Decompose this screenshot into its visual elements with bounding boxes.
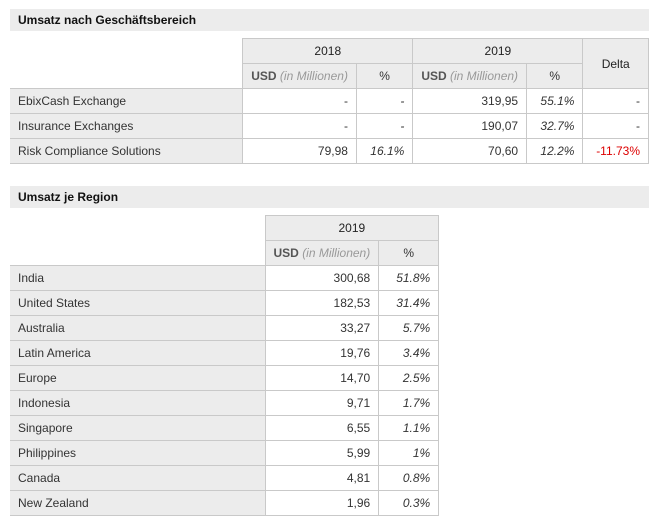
corner-blank <box>10 64 243 89</box>
row-label: Europe <box>10 365 266 391</box>
table-row: Europe 14,70 2.5% <box>10 365 440 391</box>
cell-usd-2019: 190,07 <box>412 113 528 139</box>
region-table: 2019 USD (in Millionen) % India 300,68 5… <box>10 215 440 516</box>
cell-usd-2019: 70,60 <box>412 138 528 164</box>
row-label: Philippines <box>10 440 266 466</box>
cell-pct: 51.8% <box>378 265 440 291</box>
corner-blank <box>10 241 265 266</box>
cell-pct: 0.3% <box>378 490 440 516</box>
business-title: Umsatz nach Geschäftsbereich <box>18 13 197 27</box>
cell-usd-2018: - <box>242 88 357 114</box>
table-row: Indonesia 9,71 1.7% <box>10 390 440 416</box>
business-header-units: USD (in Millionen) % USD (in Millionen) … <box>10 63 649 89</box>
corner-blank <box>10 216 265 241</box>
cell-pct: 1.7% <box>378 390 440 416</box>
subheader-usd-2019: USD (in Millionen) <box>412 63 528 89</box>
row-label: India <box>10 265 266 291</box>
cell-usd: 19,76 <box>264 340 380 366</box>
subheader-usd-2018: USD (in Millionen) <box>242 63 357 89</box>
subheader-usd-2019: USD (in Millionen) <box>264 240 380 266</box>
usd-label: USD <box>251 69 277 83</box>
table-row: Singapore 6,55 1.1% <box>10 415 440 441</box>
cell-usd: 1,96 <box>264 490 380 516</box>
cell-usd: 5,99 <box>264 440 380 466</box>
table-row: Australia 33,27 5.7% <box>10 315 440 341</box>
cell-usd-2018: - <box>242 113 357 139</box>
col-header-2018: 2018 <box>242 38 414 64</box>
cell-usd-2019: 319,95 <box>412 88 528 114</box>
table-row: Risk Compliance Solutions 79,98 16.1% 70… <box>10 138 649 164</box>
region-title-bar: Umsatz je Region <box>10 186 649 208</box>
cell-usd: 9,71 <box>264 390 380 416</box>
row-label: United States <box>10 290 266 316</box>
subheader-pct-2019: % <box>378 240 440 266</box>
col-header-2019: 2019 <box>412 38 584 64</box>
usd-unit-note: (in Millionen) <box>279 69 348 83</box>
cell-usd: 14,70 <box>264 365 380 391</box>
business-title-bar: Umsatz nach Geschäftsbereich <box>10 9 649 31</box>
cell-usd-2018: 79,98 <box>242 138 357 164</box>
cell-delta: - <box>582 113 649 139</box>
table-row: Insurance Exchanges - - 190,07 32.7% - <box>10 113 649 139</box>
cell-pct: 1.1% <box>378 415 440 441</box>
row-label: Australia <box>10 315 266 341</box>
table-row: United States 182,53 31.4% <box>10 290 440 316</box>
table-row: India 300,68 51.8% <box>10 265 440 291</box>
cell-pct: 5.7% <box>378 315 440 341</box>
cell-pct: 0.8% <box>378 465 440 491</box>
cell-usd: 4,81 <box>264 465 380 491</box>
usd-label: USD <box>273 246 299 260</box>
table-row: New Zealand 1,96 0.3% <box>10 490 440 516</box>
cell-delta-negative: -11.73% <box>582 138 649 164</box>
section-business: Umsatz nach Geschäftsbereich 2018 2019 D… <box>10 9 649 164</box>
cell-pct-2019: 32.7% <box>526 113 584 139</box>
cell-usd: 6,55 <box>264 415 380 441</box>
cell-pct: 1% <box>378 440 440 466</box>
row-label: Insurance Exchanges <box>10 113 244 139</box>
col-header-2019: 2019 <box>264 215 440 241</box>
subheader-pct-2019: % <box>526 63 584 89</box>
region-title: Umsatz je Region <box>18 190 119 204</box>
row-label: New Zealand <box>10 490 266 516</box>
cell-usd: 300,68 <box>264 265 380 291</box>
row-label: Risk Compliance Solutions <box>10 138 244 164</box>
business-header-years: 2018 2019 Delta <box>10 38 649 89</box>
cell-usd: 182,53 <box>264 290 380 316</box>
cell-pct-2019: 55.1% <box>526 88 584 114</box>
cell-pct: 2.5% <box>378 365 440 391</box>
row-label: Latin America <box>10 340 266 366</box>
region-header-units: USD (in Millionen) % <box>10 240 440 266</box>
cell-pct: 3.4% <box>378 340 440 366</box>
cell-delta: - <box>582 88 649 114</box>
usd-unit-note: (in Millionen) <box>302 246 371 260</box>
region-header-year: 2019 <box>10 215 440 241</box>
table-row: Latin America 19,76 3.4% <box>10 340 440 366</box>
table-row: Canada 4,81 0.8% <box>10 465 440 491</box>
corner-blank <box>10 39 243 64</box>
cell-pct-2019: 12.2% <box>526 138 584 164</box>
col-header-delta: Delta <box>582 38 649 89</box>
cell-pct: 31.4% <box>378 290 440 316</box>
row-label: Canada <box>10 465 266 491</box>
cell-usd: 33,27 <box>264 315 380 341</box>
usd-unit-note: (in Millionen) <box>450 69 519 83</box>
table-row: Philippines 5,99 1% <box>10 440 440 466</box>
cell-pct-2018: 16.1% <box>355 138 414 164</box>
section-region: Umsatz je Region 2019 USD (in Millionen)… <box>10 186 649 516</box>
cell-pct-2018: - <box>355 113 414 139</box>
usd-label: USD <box>421 69 447 83</box>
table-row: EbixCash Exchange - - 319,95 55.1% - <box>10 88 649 114</box>
business-table: 2018 2019 Delta USD (in Millionen) % USD… <box>10 38 649 164</box>
row-label: Singapore <box>10 415 266 441</box>
subheader-pct-2018: % <box>355 63 414 89</box>
cell-pct-2018: - <box>355 88 414 114</box>
row-label: Indonesia <box>10 390 266 416</box>
row-label: EbixCash Exchange <box>10 88 244 114</box>
